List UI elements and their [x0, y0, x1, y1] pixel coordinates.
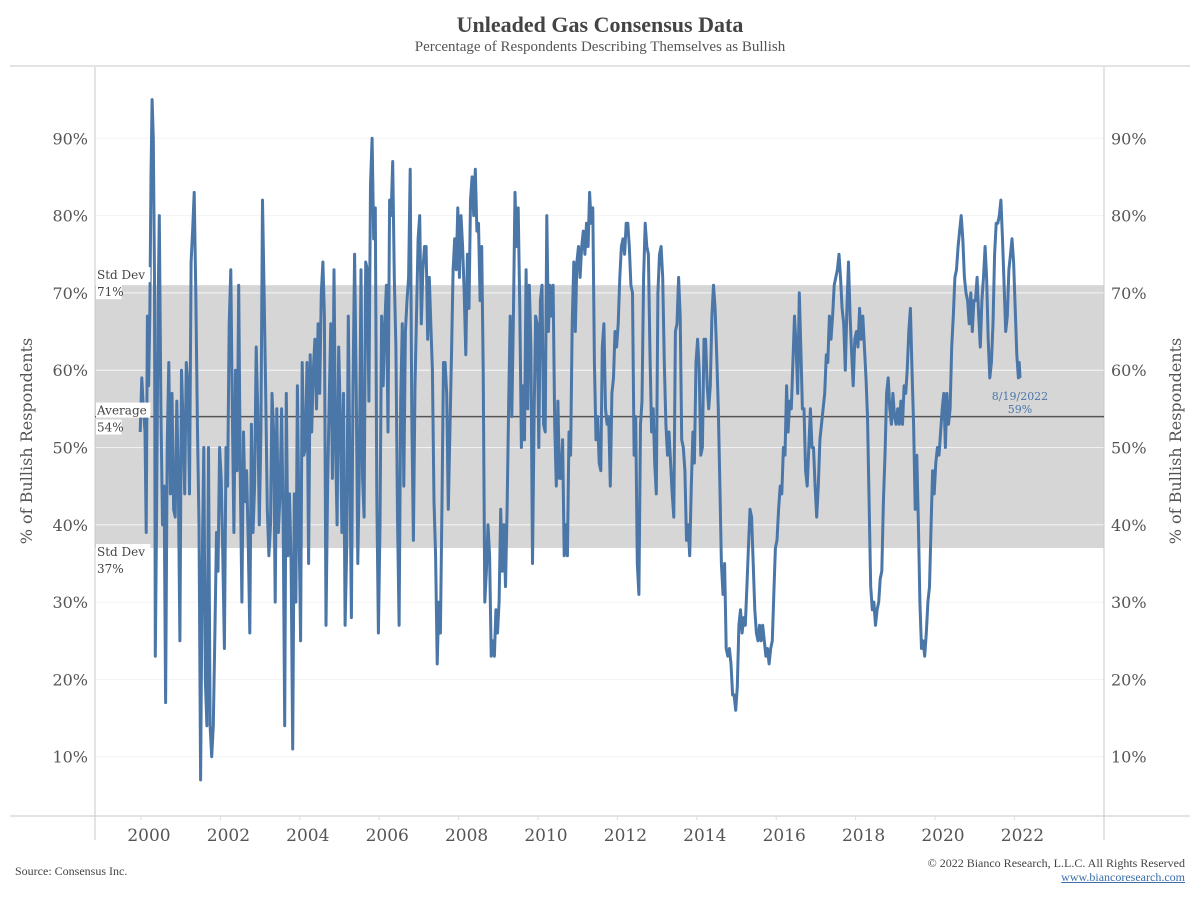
x-tick-label: 2018	[842, 826, 885, 846]
y-tick-label-right: 10%	[1111, 748, 1147, 767]
x-tick-label: 2008	[445, 826, 488, 846]
copyright-block: © 2022 Bianco Research, L.L.C. All Right…	[928, 856, 1185, 884]
source-note: Source: Consensus Inc.	[15, 864, 128, 878]
chart-subtitle: Percentage of Respondents Describing The…	[414, 39, 786, 55]
x-tick-label: 2002	[207, 826, 250, 846]
average-label-text: Average	[96, 404, 147, 418]
chart-title: Unleaded Gas Consensus Data	[456, 12, 744, 37]
x-tick-label: 2022	[1001, 826, 1044, 846]
y-tick-label-left: 10%	[52, 748, 88, 767]
y-tick-label-right: 40%	[1111, 516, 1147, 535]
website-link[interactable]: www.biancoresearch.com	[1061, 870, 1185, 884]
last-value-date: 8/19/2022	[992, 390, 1048, 403]
x-tick-label: 2006	[366, 826, 409, 846]
std-dev-upper-label-text: 71%	[97, 285, 124, 299]
average-label-bg	[96, 402, 151, 418]
y-tick-label-right: 90%	[1111, 129, 1147, 148]
y-tick-label-left: 50%	[52, 439, 88, 458]
y-tick-label-left: 80%	[52, 207, 88, 226]
y-tick-label-right: 80%	[1111, 207, 1147, 226]
y-tick-label-left: 30%	[52, 593, 88, 612]
x-tick-label: 2016	[763, 826, 806, 846]
x-tick-label: 2014	[683, 826, 726, 846]
y-tick-label-left: 60%	[52, 361, 88, 380]
average-label: Average 54%	[96, 402, 151, 435]
x-tick-label: 2012	[604, 826, 647, 846]
x-tick-label: 2004	[286, 826, 329, 846]
series-line-bullish	[138, 98, 1022, 782]
copyright-text: © 2022 Bianco Research, L.L.C. All Right…	[927, 856, 1185, 870]
x-tick-label: 2010	[524, 826, 567, 846]
std-dev-lower-label-bg	[96, 560, 122, 576]
last-value-label: 59%	[1008, 403, 1032, 416]
x-tick-label: 2020	[921, 826, 964, 846]
std-dev-upper-label-bg	[96, 267, 151, 283]
average-label-bg	[96, 419, 122, 435]
y-tick-label-right: 20%	[1111, 670, 1147, 689]
y-tick-label-right: 60%	[1111, 361, 1147, 380]
y-tick-label-right: 30%	[1111, 593, 1147, 612]
y-axis-title-right: % of Bullish Respondents	[1166, 338, 1185, 545]
average-label-text: 54%	[97, 421, 124, 435]
y-axis-title-left: % of Bullish Respondents	[17, 338, 36, 545]
std-dev-lower-label-text: 37%	[97, 562, 124, 576]
x-tick-label: 2000	[127, 826, 170, 846]
y-tick-label-left: 40%	[52, 516, 88, 535]
std-dev-upper-label-bg	[96, 284, 122, 300]
std-dev-lower-label: Std Dev 37%	[96, 543, 151, 576]
y-tick-label-right: 70%	[1111, 284, 1147, 303]
std-dev-upper-label-text: Std Dev	[97, 268, 145, 282]
y-tick-label-left: 90%	[52, 129, 88, 148]
std-dev-lower-label-text: Std Dev	[97, 545, 145, 559]
y-tick-label-left: 20%	[52, 670, 88, 689]
y-tick-label-right: 50%	[1111, 439, 1147, 458]
std-dev-upper-label: Std Dev 71%	[96, 267, 151, 300]
std-dev-lower-label-bg	[96, 543, 151, 559]
y-tick-label-left: 70%	[52, 284, 88, 303]
